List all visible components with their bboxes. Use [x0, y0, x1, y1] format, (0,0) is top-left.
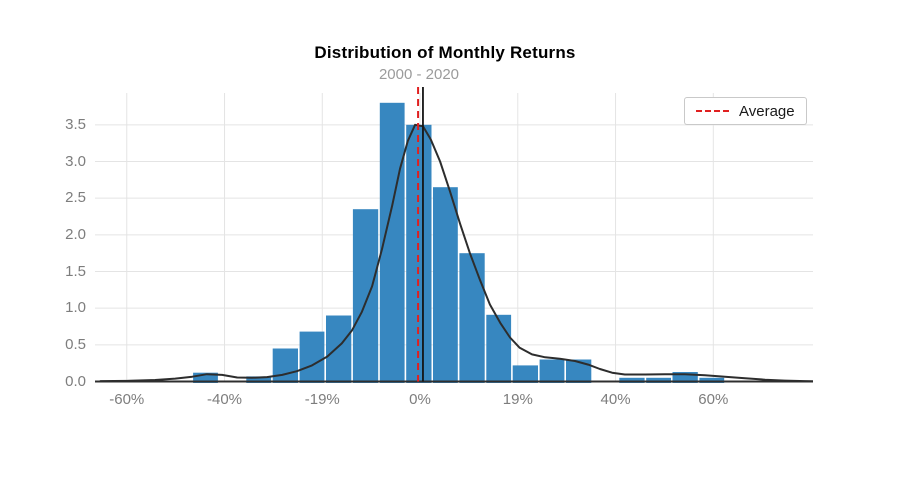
y-tick-label: 2.5 — [65, 189, 86, 207]
histogram-bar — [326, 315, 352, 383]
x-tick-label: -60% — [109, 391, 145, 408]
histogram-bar — [272, 348, 298, 383]
x-tick-label: 40% — [600, 391, 631, 408]
x-tick-label: 19% — [502, 391, 533, 408]
y-tick-label: 3.0 — [65, 152, 86, 170]
x-tick-label: -40% — [207, 391, 243, 408]
y-tick-label: 1.5 — [65, 262, 86, 280]
histogram-bar — [486, 314, 512, 383]
histogram-bar — [299, 331, 325, 383]
histogram-bar — [512, 365, 538, 383]
histogram-bar — [246, 376, 272, 383]
histogram-bar — [672, 372, 698, 383]
chart-subtitle: 2000 - 2020 — [378, 66, 460, 83]
y-tick-label: 3.5 — [65, 115, 86, 133]
density-curve — [99, 123, 813, 383]
histogram-bar — [352, 209, 379, 383]
y-tick-label: 2.0 — [65, 225, 86, 243]
chart-title: Distribution of Monthly Returns — [314, 43, 576, 62]
histogram-bar — [433, 187, 458, 383]
histogram-bar — [459, 253, 485, 383]
histogram-bar — [539, 359, 565, 383]
histogram-bar — [193, 372, 218, 383]
y-tick-label: 0.5 — [65, 335, 86, 353]
histogram-bar — [619, 377, 645, 383]
x-tick-label: -19% — [304, 391, 340, 408]
histogram-bar — [566, 359, 592, 383]
histogram-bar — [646, 377, 671, 383]
legend-label: Average — [739, 102, 795, 120]
x-tick-label: 60% — [698, 391, 729, 408]
x-tick-label: 0% — [409, 391, 431, 408]
y-tick-label: 0.0 — [65, 372, 86, 390]
plot-area — [95, 87, 813, 383]
legend: Average — [684, 97, 807, 125]
y-tick-label: 1.0 — [65, 299, 86, 317]
histogram-bar — [699, 377, 725, 383]
average-dashed-line-icon — [696, 110, 729, 112]
